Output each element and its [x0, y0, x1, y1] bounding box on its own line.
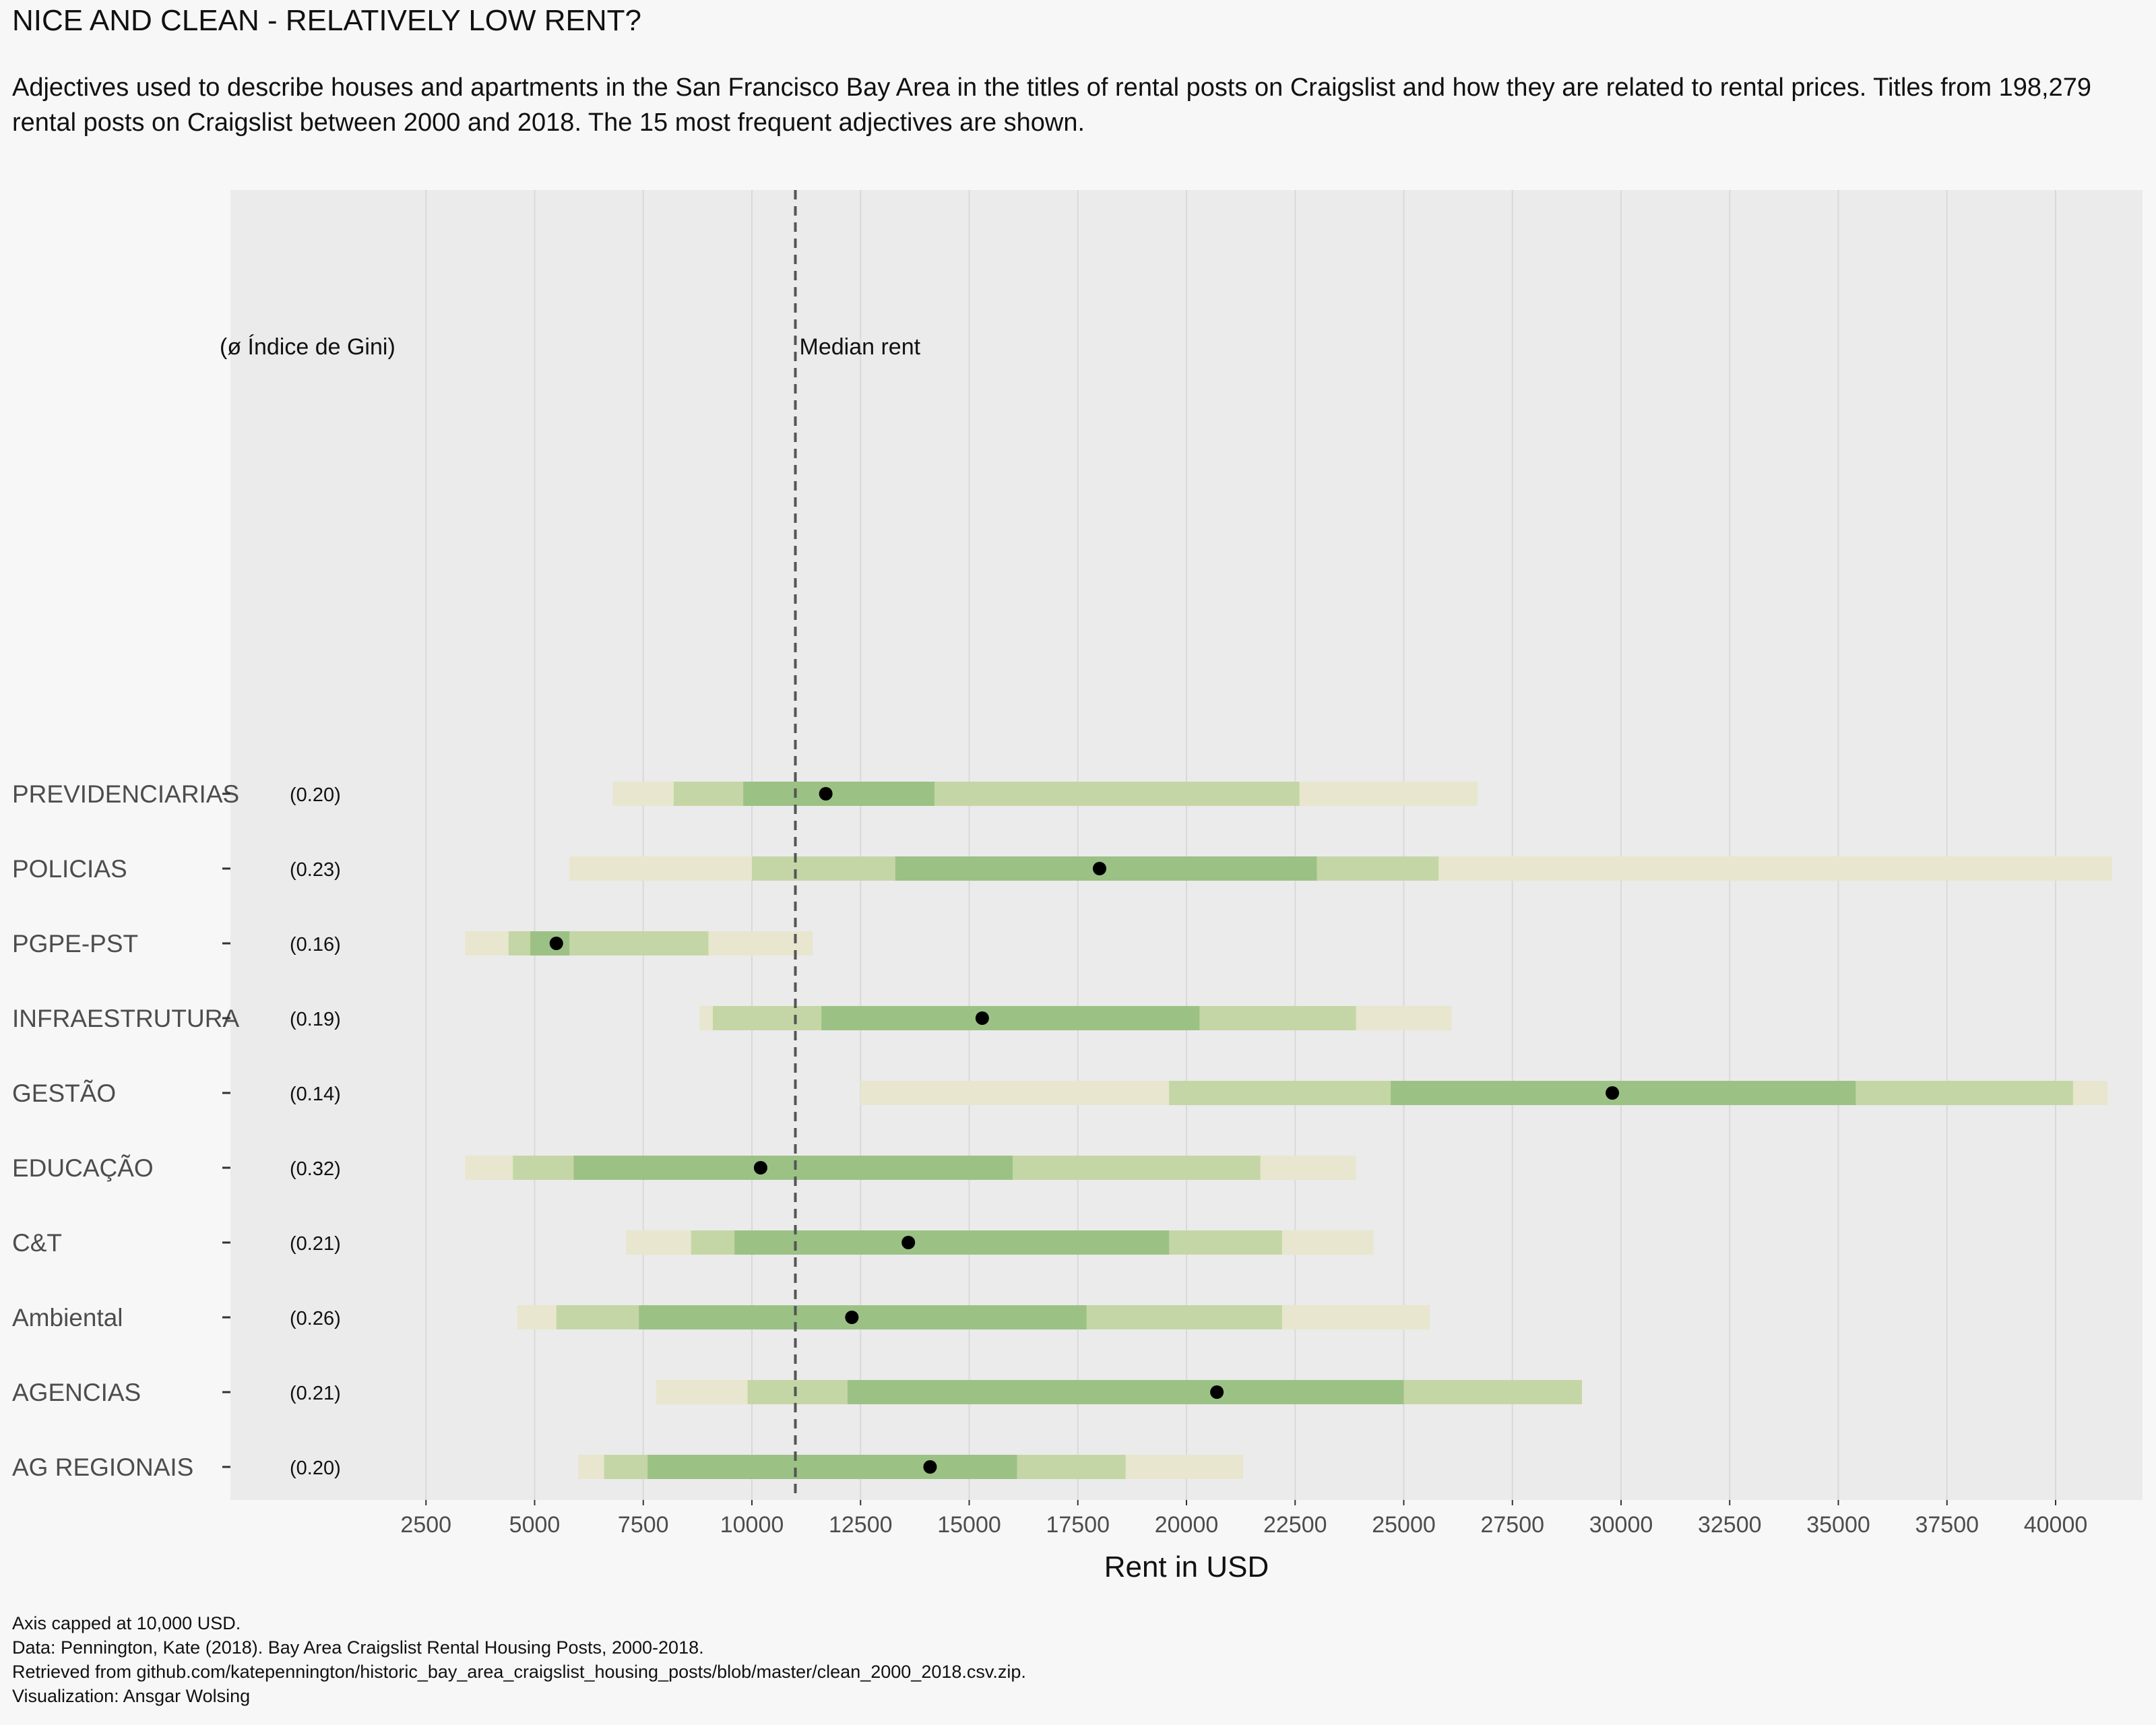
- x-tick-label-20000: 20000: [1155, 1512, 1219, 1538]
- point-previdenciarias: [819, 787, 833, 801]
- point-pgpe-pst: [549, 937, 563, 950]
- gini-value-c-t: (0.21): [290, 1233, 341, 1255]
- band-inner-agencias: [847, 1380, 1404, 1404]
- gini-value-policias: (0.23): [290, 859, 341, 881]
- point-ambiental: [845, 1311, 859, 1324]
- category-label-ambiental: Ambiental: [12, 1304, 123, 1331]
- category-label-c-t: C&T: [12, 1229, 62, 1257]
- chart-subtitle: Adjectives used to describe houses and a…: [12, 73, 2091, 137]
- caption-retrieved-from: Retrieved from github.com/katepennington…: [12, 1662, 1026, 1682]
- point-infraestrutura: [975, 1011, 989, 1025]
- x-axis-ticks: 2500 5000 7500 10000 12500 15000 17500 20000 225…: [400, 1500, 2087, 1538]
- band-inner-educa-o: [573, 1156, 1013, 1180]
- category-label-pgpe-pst: PGPE-PST: [12, 930, 138, 958]
- gini-value-ambiental: (0.26): [290, 1308, 341, 1329]
- gini-value-agencias: (0.21): [290, 1383, 341, 1404]
- rent-interval-chart: PREVIDENCIARIAS POLICIAS PGPE-PST INFRAESTR…: [12, 190, 2143, 1583]
- median-points: [549, 787, 1620, 1474]
- x-tick-label-30000: 30000: [1589, 1512, 1653, 1538]
- band-inner-c-t: [734, 1230, 1170, 1255]
- point-c-t: [901, 1236, 916, 1249]
- category-label-infraestrutura: INFRAESTRUTURA: [12, 1005, 239, 1032]
- category-labels: PREVIDENCIARIAS POLICIAS PGPE-PST INFRAESTR…: [12, 780, 239, 1481]
- interval-bands: [465, 782, 2112, 1479]
- x-tick-label-35000: 35000: [1806, 1512, 1870, 1538]
- x-tick-label-12500: 12500: [829, 1512, 893, 1538]
- x-tick-label-10000: 10000: [720, 1512, 784, 1538]
- x-tick-label-37500: 37500: [1915, 1512, 1979, 1538]
- gini-value-educa-o: (0.32): [290, 1158, 341, 1180]
- median-rent-label: Median rent: [800, 334, 921, 360]
- x-tick-label-27500: 27500: [1480, 1512, 1544, 1538]
- x-tick-label-2500: 2500: [400, 1512, 451, 1538]
- gini-value-previdenciarias: (0.20): [290, 784, 341, 806]
- category-label-ag-regionais: AG REGIONAIS: [12, 1453, 193, 1481]
- point-policias: [1093, 862, 1106, 875]
- gini-value-ag-regionais: (0.20): [290, 1457, 341, 1479]
- caption-axis-note: Axis capped at 10,000 USD.: [12, 1613, 241, 1633]
- caption-visualization: Visualization: Ansgar Wolsing: [12, 1686, 251, 1706]
- x-tick-label-25000: 25000: [1372, 1512, 1436, 1538]
- x-tick-label-17500: 17500: [1046, 1512, 1110, 1538]
- chart-title: NICE AND CLEAN - RELATIVELY LOW RENT?: [12, 4, 642, 37]
- band-inner-gest-o: [1391, 1081, 1856, 1105]
- caption-data-source: Data: Pennington, Kate (2018). Bay Area …: [12, 1637, 704, 1658]
- x-axis-label: Rent in USD: [1104, 1550, 1269, 1583]
- point-educa-o: [753, 1161, 767, 1174]
- gini-value-pgpe-pst: (0.16): [290, 934, 341, 955]
- x-tick-label-32500: 32500: [1698, 1512, 1762, 1538]
- x-tick-label-5000: 5000: [509, 1512, 561, 1538]
- category-label-policias: POLICIAS: [12, 855, 127, 883]
- band-inner-ag-regionais: [647, 1455, 1017, 1479]
- band-inner-infraestrutura: [821, 1006, 1200, 1030]
- gini-labels: (0.20) (0.23) (0.16) (0.19) (0.14) (0.32) (0.2…: [290, 784, 341, 1479]
- x-tick-label-40000: 40000: [2024, 1512, 2088, 1538]
- band-inner-previdenciarias: [743, 782, 934, 806]
- gini-value-gest-o: (0.14): [290, 1084, 341, 1105]
- category-label-previdenciarias: PREVIDENCIARIAS: [12, 780, 239, 808]
- x-tick-label-7500: 7500: [618, 1512, 669, 1538]
- x-tick-label-22500: 22500: [1263, 1512, 1327, 1538]
- point-agencias: [1210, 1385, 1224, 1399]
- category-label-agencias: AGENCIAS: [12, 1379, 141, 1406]
- band-inner-ambiental: [639, 1305, 1087, 1329]
- x-tick-label-15000: 15000: [937, 1512, 1001, 1538]
- grid-lines: [425, 190, 2056, 1500]
- point-ag-regionais: [923, 1460, 937, 1474]
- gini-value-infraestrutura: (0.19): [290, 1009, 341, 1030]
- category-label-educa-o: EDUCAÇÃO: [12, 1154, 154, 1182]
- gini-header: (ø Índice de Gini): [220, 334, 395, 360]
- category-label-gest-o: GESTÃO: [12, 1079, 116, 1107]
- point-gest-o: [1606, 1086, 1620, 1100]
